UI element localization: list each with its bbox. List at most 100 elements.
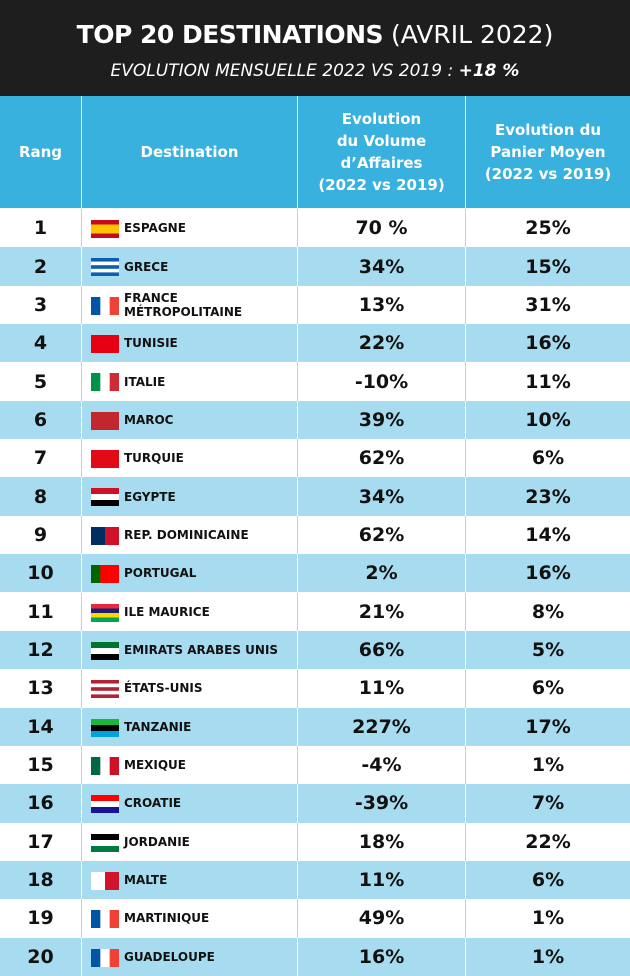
flag-icon bbox=[91, 488, 119, 507]
destination: ITALIE bbox=[82, 362, 298, 401]
basket-change: 1% bbox=[531, 945, 565, 968]
flag-stripe bbox=[91, 948, 101, 967]
flag-icon bbox=[91, 450, 119, 469]
basket-change: 7% bbox=[531, 792, 565, 815]
table-row: 13 ÉTATS-UNIS 11% 6% bbox=[0, 669, 630, 708]
basket-change: 11% bbox=[525, 370, 571, 393]
flag-stripe bbox=[105, 871, 119, 890]
flag-icon bbox=[91, 373, 119, 392]
flag-icon bbox=[91, 680, 119, 699]
volume-change: 66% bbox=[298, 630, 466, 670]
destination: MAROC bbox=[82, 400, 298, 440]
volume-change: 11% bbox=[298, 669, 466, 708]
column-header: Destination bbox=[82, 96, 298, 208]
volume-change: -10% bbox=[298, 362, 466, 401]
destination: PORTUGAL bbox=[82, 554, 298, 593]
flag-stripe bbox=[91, 617, 119, 622]
flag-stripe bbox=[109, 756, 119, 775]
volume-change: 62% bbox=[298, 439, 466, 478]
subtitle-text: EVOLUTION MENSUELLE 2022 VS 2019 : bbox=[110, 61, 454, 81]
volume-change: 34% bbox=[298, 477, 466, 516]
flag-stripe bbox=[91, 603, 119, 609]
rank: 12 bbox=[0, 630, 82, 670]
flag-stripe bbox=[91, 229, 119, 234]
table-row: 2 GRECE 34% 15% bbox=[0, 247, 630, 286]
column-header: Evolution du Volume d’Affaires (2022 vs 201… bbox=[298, 96, 466, 208]
title-main: TOP 20 DESTINATIONS bbox=[76, 20, 384, 49]
destination: EGYPTE bbox=[82, 477, 298, 516]
table-row: 9 REP. DOMINICAINE 62% 14% bbox=[0, 515, 630, 555]
flag-stripe bbox=[91, 411, 119, 430]
rank: 7 bbox=[0, 439, 82, 478]
table-row: 15 MEXIQUE -4% 1% bbox=[0, 745, 630, 785]
rank: 10 bbox=[0, 554, 82, 593]
volume-change: 2% bbox=[298, 554, 466, 593]
rank: 13 bbox=[0, 669, 82, 708]
title-suffix: (AVRIL 2022) bbox=[390, 20, 554, 49]
column-header-line: Panier Moyen bbox=[490, 143, 606, 161]
rank: 1 bbox=[0, 209, 82, 248]
rank: 5 bbox=[0, 362, 82, 401]
flag-stripe bbox=[91, 807, 119, 814]
flag-stripe bbox=[91, 756, 101, 775]
flag-stripe bbox=[91, 494, 119, 501]
table-row: 10 PORTUGAL 2% 16% bbox=[0, 554, 630, 593]
destination: EMIRATS ARABES UNIS bbox=[82, 630, 298, 670]
column-header: Rang bbox=[0, 96, 82, 208]
table-row: 3 FRANCE MÉTROPOLITAINE 13% 31% bbox=[0, 285, 630, 325]
volume-change: 49% bbox=[298, 899, 466, 938]
volume-change: 16% bbox=[298, 937, 466, 976]
flag-stripe bbox=[91, 801, 119, 808]
flag-stripe bbox=[91, 488, 119, 495]
table-row: 7 TURQUIE 62% 6% bbox=[0, 439, 630, 478]
flag-icon bbox=[91, 565, 119, 584]
flag-stripe bbox=[91, 500, 119, 507]
flag-stripe bbox=[91, 653, 119, 660]
volume-change: 13% bbox=[298, 285, 466, 325]
flag-stripe bbox=[91, 683, 119, 688]
flag-stripe bbox=[91, 724, 119, 731]
title: TOP 20 DESTINATIONS (AVRIL 2022) bbox=[0, 20, 630, 50]
flag-icon bbox=[91, 641, 119, 660]
basket-change: 16% bbox=[525, 332, 571, 355]
rank: 18 bbox=[0, 860, 82, 900]
table-row: 6 MAROC 39% 10% bbox=[0, 400, 630, 440]
flag-stripe bbox=[91, 641, 119, 649]
flag-stripe bbox=[91, 730, 119, 737]
flag-stripe bbox=[91, 839, 119, 846]
volume-change: 22% bbox=[298, 324, 466, 363]
basket-change: 14% bbox=[525, 523, 571, 546]
rank: 19 bbox=[0, 899, 82, 938]
basket-change: 5% bbox=[531, 639, 565, 662]
destination: REP. DOMINICAINE bbox=[82, 515, 298, 555]
destination: ESPAGNE bbox=[82, 209, 298, 248]
flag-stripe bbox=[100, 565, 110, 584]
rank: 20 bbox=[0, 937, 82, 976]
destination: FRANCE MÉTROPOLITAINE bbox=[82, 285, 298, 325]
flag-stripe bbox=[91, 335, 119, 354]
rank: 6 bbox=[0, 400, 82, 440]
column-header-line: du Volume bbox=[336, 132, 427, 150]
rank: 11 bbox=[0, 592, 82, 631]
flag-stripe bbox=[91, 647, 119, 655]
rank: 14 bbox=[0, 707, 82, 746]
flag-stripe bbox=[91, 608, 119, 613]
subtitle-value: +18 % bbox=[458, 61, 520, 81]
flag-stripe bbox=[91, 224, 119, 230]
volume-change: 34% bbox=[298, 247, 466, 286]
volume-change: -39% bbox=[298, 784, 466, 823]
flag-stripe bbox=[91, 265, 119, 270]
flag-stripe bbox=[91, 871, 106, 890]
basket-change: 6% bbox=[531, 869, 565, 892]
destination: JORDANIE bbox=[82, 822, 298, 861]
flag-icon bbox=[91, 526, 119, 545]
flag-stripe bbox=[105, 526, 119, 545]
destination: TUNISIE bbox=[82, 324, 298, 363]
flag-stripe bbox=[91, 233, 119, 238]
basket-change: 22% bbox=[525, 830, 571, 853]
destination: TURQUIE bbox=[82, 439, 298, 478]
column-header-line: (2022 vs 2019) bbox=[318, 176, 445, 194]
table-row: 14 TANZANIE 227% 17% bbox=[0, 707, 630, 746]
flag-stripe bbox=[109, 565, 119, 584]
destination: MEXIQUE bbox=[82, 745, 298, 785]
